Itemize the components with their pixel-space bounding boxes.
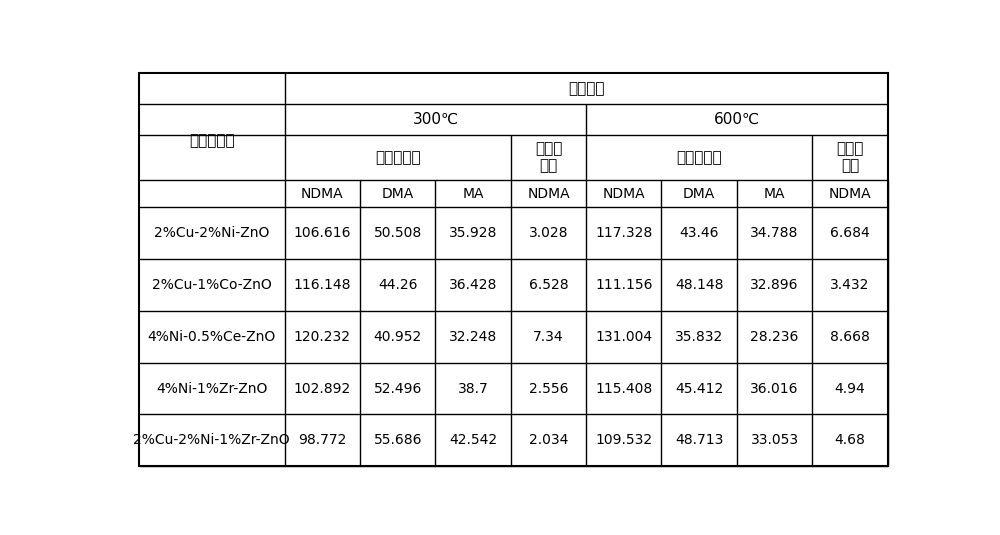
Text: DMA: DMA	[382, 187, 414, 201]
Text: 4.94: 4.94	[835, 381, 865, 395]
Text: MA: MA	[764, 187, 785, 201]
Text: 7.34: 7.34	[533, 330, 564, 344]
Text: 120.232: 120.232	[294, 330, 351, 344]
Text: 116.148: 116.148	[294, 278, 351, 292]
Text: 111.156: 111.156	[595, 278, 653, 292]
Text: 34.788: 34.788	[750, 226, 799, 240]
Text: 38.7: 38.7	[458, 381, 488, 395]
Text: 55.686: 55.686	[373, 433, 422, 447]
Text: NDMA: NDMA	[301, 187, 344, 201]
Text: 106.616: 106.616	[294, 226, 351, 240]
Text: 36.428: 36.428	[449, 278, 497, 292]
Text: DMA: DMA	[683, 187, 715, 201]
Text: 32.248: 32.248	[449, 330, 497, 344]
Text: 600℃: 600℃	[714, 112, 760, 127]
Text: 50.508: 50.508	[374, 226, 422, 240]
Text: NDMA: NDMA	[602, 187, 645, 201]
Text: 3.432: 3.432	[830, 278, 870, 292]
Text: 109.532: 109.532	[595, 433, 652, 447]
Text: NDMA: NDMA	[527, 187, 570, 201]
Text: 光反应阶段: 光反应阶段	[676, 150, 722, 165]
Text: 2.556: 2.556	[529, 381, 568, 395]
Text: 催化剂组成: 催化剂组成	[189, 133, 235, 148]
Text: 40.952: 40.952	[374, 330, 422, 344]
Text: 115.408: 115.408	[595, 381, 652, 395]
Text: 45.412: 45.412	[675, 381, 723, 395]
Text: 电反应
阶段: 电反应 阶段	[836, 141, 864, 173]
Text: 2%Cu-1%Co-ZnO: 2%Cu-1%Co-ZnO	[152, 278, 272, 292]
Text: 32.896: 32.896	[750, 278, 799, 292]
Text: 2%Cu-2%Ni-1%Zr-ZnO: 2%Cu-2%Ni-1%Zr-ZnO	[133, 433, 290, 447]
Text: 6.684: 6.684	[830, 226, 870, 240]
Text: 3.028: 3.028	[529, 226, 568, 240]
Text: 43.46: 43.46	[679, 226, 719, 240]
Text: 35.832: 35.832	[675, 330, 723, 344]
Text: 44.26: 44.26	[378, 278, 417, 292]
Text: MA: MA	[462, 187, 484, 201]
Text: 33.053: 33.053	[750, 433, 799, 447]
Text: 6.528: 6.528	[529, 278, 568, 292]
Text: 2%Cu-2%Ni-ZnO: 2%Cu-2%Ni-ZnO	[154, 226, 269, 240]
Text: 4%Ni-1%Zr-ZnO: 4%Ni-1%Zr-ZnO	[156, 381, 267, 395]
Text: 28.236: 28.236	[750, 330, 799, 344]
Text: 102.892: 102.892	[294, 381, 351, 395]
Text: 4%Ni-0.5%Ce-ZnO: 4%Ni-0.5%Ce-ZnO	[148, 330, 276, 344]
Text: 48.148: 48.148	[675, 278, 723, 292]
Text: 131.004: 131.004	[595, 330, 652, 344]
Text: 4.68: 4.68	[834, 433, 865, 447]
Text: 300℃: 300℃	[412, 112, 458, 127]
Text: 36.016: 36.016	[750, 381, 799, 395]
Text: 煅烧温度: 煅烧温度	[568, 81, 604, 96]
Text: 52.496: 52.496	[374, 381, 422, 395]
Text: 48.713: 48.713	[675, 433, 723, 447]
Text: 42.542: 42.542	[449, 433, 497, 447]
Text: 98.772: 98.772	[298, 433, 347, 447]
Text: 35.928: 35.928	[449, 226, 497, 240]
Text: 2.034: 2.034	[529, 433, 568, 447]
Text: 电反应
阶段: 电反应 阶段	[535, 141, 562, 173]
Text: NDMA: NDMA	[829, 187, 871, 201]
Text: 光反应阶段: 光反应阶段	[375, 150, 421, 165]
Text: 117.328: 117.328	[595, 226, 652, 240]
Text: 8.668: 8.668	[830, 330, 870, 344]
